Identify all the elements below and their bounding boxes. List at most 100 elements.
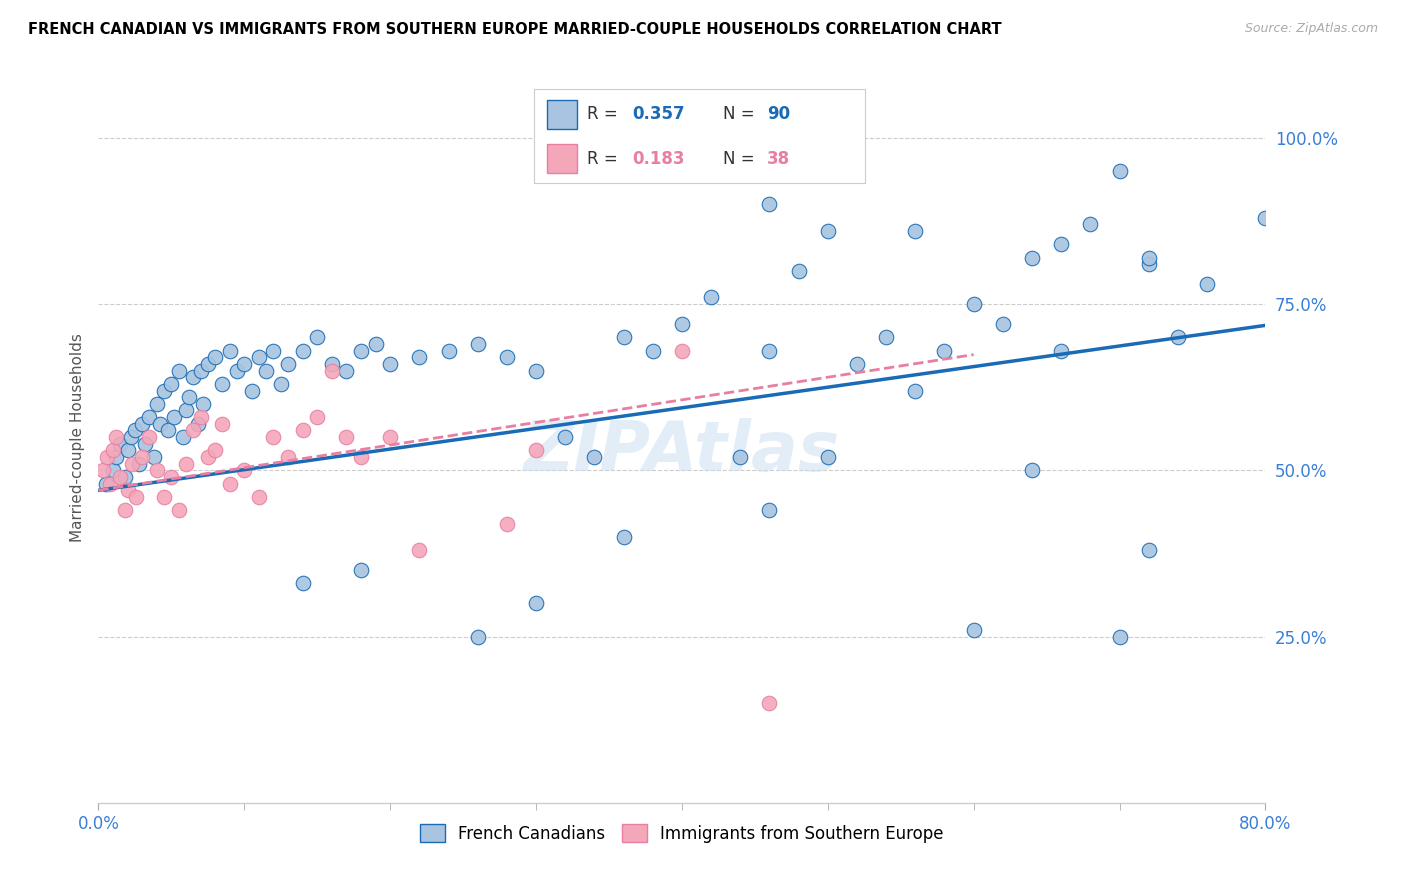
- Point: [758, 696, 780, 710]
- Point: [291, 424, 314, 438]
- Point: [335, 430, 357, 444]
- Point: [187, 417, 209, 431]
- Point: [218, 343, 240, 358]
- Point: [197, 450, 219, 464]
- Point: [817, 450, 839, 464]
- Point: [240, 384, 263, 398]
- Point: [787, 264, 810, 278]
- Point: [1137, 543, 1160, 558]
- Point: [157, 424, 180, 438]
- Text: R =: R =: [588, 150, 623, 168]
- Point: [197, 357, 219, 371]
- Point: [114, 503, 136, 517]
- Point: [149, 417, 172, 431]
- Point: [496, 351, 519, 365]
- Point: [758, 197, 780, 211]
- Point: [134, 436, 156, 450]
- Point: [335, 363, 357, 377]
- Point: [131, 417, 153, 431]
- Text: 90: 90: [768, 105, 790, 123]
- Point: [181, 370, 204, 384]
- Text: N =: N =: [723, 105, 759, 123]
- Point: [1080, 217, 1102, 231]
- Text: R =: R =: [588, 105, 623, 123]
- Point: [962, 623, 984, 637]
- Point: [321, 357, 343, 371]
- Point: [254, 363, 277, 377]
- Point: [1254, 211, 1277, 225]
- Point: [437, 343, 460, 358]
- Point: [104, 450, 127, 464]
- Point: [875, 330, 897, 344]
- Point: [671, 317, 693, 331]
- Point: [160, 376, 183, 391]
- Point: [1108, 164, 1130, 178]
- Point: [730, 450, 752, 464]
- Text: N =: N =: [723, 150, 759, 168]
- Point: [380, 430, 402, 444]
- Point: [153, 384, 176, 398]
- Point: [181, 424, 204, 438]
- Point: [146, 397, 169, 411]
- Point: [121, 457, 143, 471]
- Point: [1021, 251, 1043, 265]
- Point: [124, 424, 146, 438]
- Point: [177, 390, 200, 404]
- Point: [1167, 330, 1189, 344]
- Point: [163, 410, 186, 425]
- Point: [846, 357, 869, 371]
- Point: [524, 596, 547, 610]
- Point: [583, 450, 606, 464]
- Point: [233, 463, 256, 477]
- Point: [233, 357, 256, 371]
- Point: [190, 363, 212, 377]
- Point: [204, 351, 226, 365]
- Point: [350, 343, 373, 358]
- Point: [146, 463, 169, 477]
- Point: [467, 337, 489, 351]
- Text: 38: 38: [768, 150, 790, 168]
- Point: [117, 483, 139, 498]
- Point: [204, 443, 226, 458]
- Point: [700, 290, 723, 304]
- Point: [904, 224, 927, 238]
- Point: [138, 430, 160, 444]
- Point: [817, 224, 839, 238]
- Point: [120, 430, 142, 444]
- Point: [467, 630, 489, 644]
- FancyBboxPatch shape: [547, 144, 578, 173]
- Point: [117, 443, 139, 458]
- Point: [1050, 343, 1073, 358]
- Point: [190, 410, 212, 425]
- Point: [277, 450, 299, 464]
- Point: [321, 363, 343, 377]
- Point: [211, 376, 233, 391]
- Point: [98, 476, 121, 491]
- Point: [101, 443, 124, 458]
- Point: [94, 476, 117, 491]
- Point: [101, 463, 124, 477]
- Point: [91, 463, 114, 477]
- Point: [247, 490, 270, 504]
- Point: [138, 410, 160, 425]
- Point: [380, 357, 402, 371]
- Point: [1108, 630, 1130, 644]
- Point: [125, 490, 148, 504]
- Point: [263, 430, 285, 444]
- Point: [350, 563, 373, 577]
- Point: [904, 384, 927, 398]
- Point: [291, 343, 314, 358]
- Point: [167, 503, 190, 517]
- Point: [641, 343, 664, 358]
- Point: [1050, 237, 1073, 252]
- Text: ZIPAtlas: ZIPAtlas: [524, 418, 839, 485]
- Point: [1021, 463, 1043, 477]
- Y-axis label: Married-couple Households: Married-couple Households: [69, 333, 84, 541]
- Point: [153, 490, 176, 504]
- Point: [364, 337, 387, 351]
- FancyBboxPatch shape: [547, 100, 578, 129]
- Text: 0.357: 0.357: [631, 105, 685, 123]
- Point: [114, 470, 136, 484]
- Point: [128, 457, 150, 471]
- Point: [524, 363, 547, 377]
